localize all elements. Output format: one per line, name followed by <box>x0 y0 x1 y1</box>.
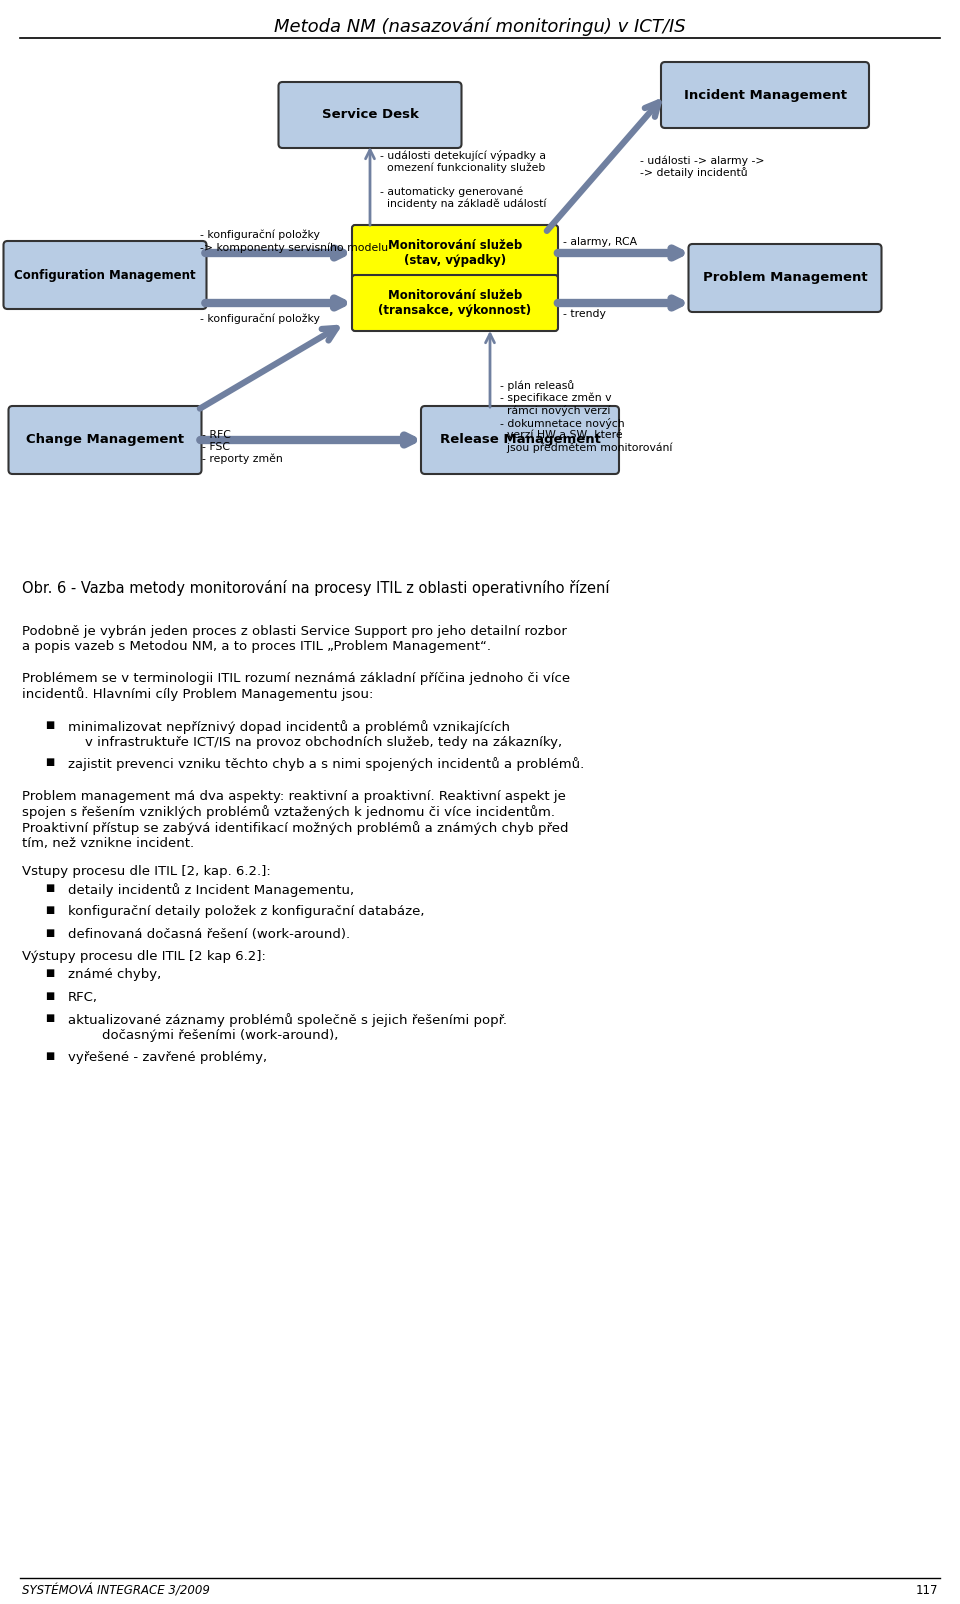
Text: - konfigurační položky: - konfigurační položky <box>200 313 320 324</box>
Text: 117: 117 <box>916 1585 938 1598</box>
Text: vyřešené - zavřené problémy,: vyřešené - zavřené problémy, <box>68 1051 267 1063</box>
FancyBboxPatch shape <box>421 406 619 475</box>
Text: - konfigurační položky
-> komponenty servisního modelu: - konfigurační položky -> komponenty ser… <box>200 229 388 253</box>
Text: Problem management má dva aspekty: reaktivní a proaktivní. Reaktivní aspekt je
s: Problem management má dva aspekty: reakt… <box>22 791 568 850</box>
Text: Configuration Management: Configuration Management <box>14 268 196 281</box>
Text: Problémem se v terminologii ITIL rozumí neznámá základní příčina jednoho či více: Problémem se v terminologii ITIL rozumí … <box>22 672 570 701</box>
Text: RFC,: RFC, <box>68 991 98 1004</box>
Text: Monitorování služeb
(stav, výpadky): Monitorování služeb (stav, výpadky) <box>388 239 522 266</box>
Text: - události detekující výpadky a
  omezení funkcionality služeb

- automaticky ge: - události detekující výpadky a omezení … <box>380 151 546 209</box>
FancyBboxPatch shape <box>352 225 558 281</box>
Text: Monitorování služeb
(transakce, výkonnost): Monitorování služeb (transakce, výkonnos… <box>378 289 532 318</box>
Text: Service Desk: Service Desk <box>322 109 419 122</box>
Text: ■: ■ <box>45 1014 55 1023</box>
Text: známé chyby,: známé chyby, <box>68 967 161 982</box>
Text: SYSTÉMOVÁ INTEGRACE 3/2009: SYSTÉMOVÁ INTEGRACE 3/2009 <box>22 1585 210 1598</box>
FancyBboxPatch shape <box>278 82 462 148</box>
Text: detaily incidentů z Incident Managementu,: detaily incidentů z Incident Managementu… <box>68 882 354 897</box>
Text: minimalizovat nepříznivý dopad incidentů a problémů vznikajících
    v infrastru: minimalizovat nepříznivý dopad incidentů… <box>68 720 563 749</box>
Text: - alarmy, RCA: - alarmy, RCA <box>563 237 637 247</box>
Text: ■: ■ <box>45 882 55 893</box>
Text: aktualizované záznamy problémů společně s jejich řešeními popř.
        dočasným: aktualizované záznamy problémů společně … <box>68 1014 507 1043</box>
FancyBboxPatch shape <box>352 274 558 330</box>
Text: ■: ■ <box>45 720 55 730</box>
Text: Metoda NM (nasazování monitoringu) v ICT/IS: Metoda NM (nasazování monitoringu) v ICT… <box>275 18 685 37</box>
Text: ■: ■ <box>45 967 55 978</box>
FancyBboxPatch shape <box>9 406 202 475</box>
Text: Change Management: Change Management <box>26 433 184 446</box>
Text: - plán releasů
- specifikace změn v
  rámci nových verzí
- dokumnetace nových
  : - plán releasů - specifikace změn v rámc… <box>500 380 672 452</box>
Text: Problem Management: Problem Management <box>703 271 867 284</box>
Text: Výstupy procesu dle ITIL [2 kap 6.2]:: Výstupy procesu dle ITIL [2 kap 6.2]: <box>22 950 266 962</box>
Text: Vstupy procesu dle ITIL [2, kap. 6.2.]:: Vstupy procesu dle ITIL [2, kap. 6.2.]: <box>22 865 271 877</box>
Text: konfigurační detaily položek z konfigurační databáze,: konfigurační detaily položek z konfigura… <box>68 906 424 919</box>
Text: definovaná dočasná řešení (work-around).: definovaná dočasná řešení (work-around). <box>68 929 350 942</box>
Text: Release Management: Release Management <box>440 433 600 446</box>
Text: ■: ■ <box>45 757 55 767</box>
FancyBboxPatch shape <box>4 241 206 310</box>
FancyBboxPatch shape <box>688 244 881 313</box>
Text: ■: ■ <box>45 1051 55 1060</box>
FancyBboxPatch shape <box>661 63 869 128</box>
Text: - RFC
- FSC
- reporty změn: - RFC - FSC - reporty změn <box>203 430 283 464</box>
Text: Obr. 6 - Vazba metody monitorování na procesy ITIL z oblasti operativního řízení: Obr. 6 - Vazba metody monitorování na pr… <box>22 581 610 597</box>
Text: Incident Management: Incident Management <box>684 88 847 101</box>
Text: ■: ■ <box>45 991 55 1001</box>
Text: - trendy: - trendy <box>563 310 606 319</box>
Text: zajistit prevenci vzniku těchto chyb a s nimi spojených incidentů a problémů.: zajistit prevenci vzniku těchto chyb a s… <box>68 757 585 772</box>
Text: Podobně je vybrán jeden proces z oblasti Service Support pro jeho detailní rozbo: Podobně je vybrán jeden proces z oblasti… <box>22 626 566 653</box>
Text: ■: ■ <box>45 906 55 916</box>
Text: - události -> alarmy ->
-> detaily incidentů: - události -> alarmy -> -> detaily incid… <box>640 156 764 178</box>
Text: ■: ■ <box>45 929 55 938</box>
